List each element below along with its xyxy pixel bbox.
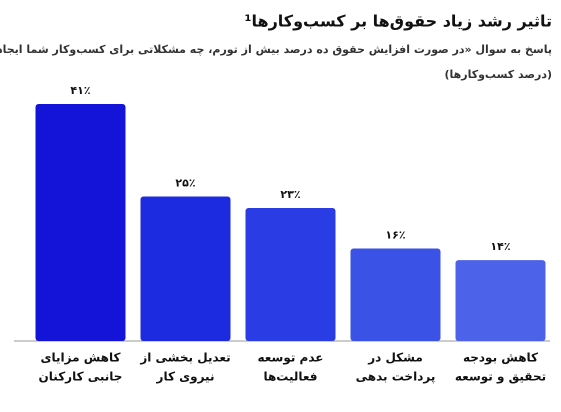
x-tick-label: کاهش مزایای [41,351,121,365]
bar [455,260,546,341]
chart-title: تاثیر رشد زیاد حقوق‌ها بر کسب‌وکارها¹ [244,12,552,31]
x-tick-label: جانبی کارکنان [39,370,123,384]
bar [245,208,336,341]
x-tick-label: عدم توسعه [258,351,324,366]
bar [140,196,231,341]
x-tick-label: نیروی کار [156,370,215,385]
x-tick-label: پرداخت بدهی [356,370,436,384]
x-tick-label: کاهش بودجه [463,351,538,366]
value-label: ۴۱٪ [70,84,90,97]
value-label: ۲۵٪ [175,176,195,189]
value-label: ۱۴٪ [490,240,510,253]
value-label: ۲۳٪ [280,188,300,201]
x-tick-label: فعالیت‌ها [263,370,317,384]
chart-subtitle: (درصد کسب‌وکارها) [444,68,552,81]
chart-subtitle: پاسخ به سوال «در صورت افزایش حقوق ده درص… [0,43,552,56]
bar [35,104,126,341]
x-tick-label: تعدیل بخشی از [139,351,230,365]
bar [350,248,441,341]
value-label: ۱۶٪ [385,229,405,242]
x-tick-label: تحقیق و توسعه [455,370,546,385]
x-tick-label: مشکل در [367,351,423,365]
